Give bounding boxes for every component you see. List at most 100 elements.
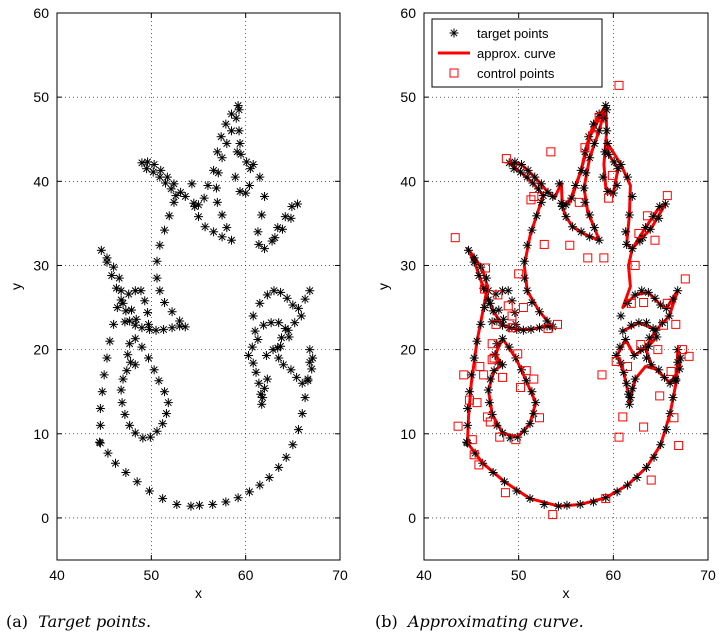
control-point	[450, 233, 460, 243]
target-point	[253, 335, 263, 345]
target-point	[286, 213, 296, 223]
control-point	[655, 391, 665, 401]
target-point	[130, 360, 140, 370]
control-point	[623, 361, 633, 371]
target-point	[498, 360, 508, 370]
y-tick-label: 10	[33, 426, 49, 442]
target-point	[260, 191, 270, 201]
target-point	[303, 376, 313, 386]
target-point	[122, 366, 132, 376]
target-point	[616, 311, 626, 321]
control-point	[482, 412, 492, 422]
target-point	[643, 341, 653, 351]
target-point	[250, 326, 260, 336]
target-point	[186, 501, 196, 511]
target-point	[464, 387, 474, 397]
target-point	[621, 227, 631, 237]
x-tick-label: 40	[416, 567, 432, 583]
target-point	[485, 298, 495, 308]
target-point	[521, 376, 531, 386]
target-point	[648, 324, 658, 334]
target-point	[518, 325, 528, 335]
target-point	[166, 184, 176, 194]
target-point	[297, 409, 307, 419]
target-point	[140, 296, 150, 306]
target-point	[280, 212, 290, 222]
target-point	[488, 306, 498, 316]
target-point	[300, 393, 310, 403]
target-point	[242, 157, 252, 167]
legend-label: target points	[477, 26, 549, 41]
target-point	[163, 398, 173, 408]
legend-swatch-control	[449, 68, 459, 78]
target-point	[621, 335, 631, 345]
control-point	[503, 301, 513, 311]
target-point	[194, 212, 203, 222]
target-point	[598, 172, 608, 182]
target-point	[255, 480, 265, 490]
target-point	[505, 433, 515, 443]
y-tick-label: 30	[33, 257, 49, 273]
target-point	[241, 188, 251, 198]
target-point	[248, 311, 258, 321]
target-point	[293, 199, 303, 209]
target-point	[513, 432, 523, 442]
control-point	[539, 239, 549, 249]
target-point	[243, 351, 253, 361]
control-point	[669, 413, 679, 423]
target-point	[509, 164, 519, 174]
target-point	[236, 149, 246, 159]
control-point	[507, 323, 517, 333]
target-point	[144, 353, 154, 363]
control-point	[597, 370, 607, 380]
target-point	[274, 318, 284, 328]
target-point	[636, 345, 646, 355]
panel-a-plot: 40 50 60 70 0 10 20 30 40 50 60 x y	[8, 5, 348, 601]
target-point	[259, 320, 269, 330]
target-point	[542, 316, 552, 326]
caption-b: (b) Approximating curve.	[375, 612, 584, 631]
target-point	[487, 409, 497, 419]
target-point	[561, 200, 571, 210]
target-point	[623, 172, 633, 182]
target-point	[233, 493, 243, 503]
target-point	[472, 336, 482, 346]
target-point	[536, 197, 546, 207]
target-point	[649, 452, 659, 462]
target-point	[145, 432, 155, 442]
target-point	[209, 227, 219, 237]
control-point	[467, 435, 477, 445]
target-point	[125, 339, 135, 349]
target-point	[498, 334, 508, 344]
target-point	[673, 345, 683, 355]
target-point	[142, 164, 152, 174]
target-point	[641, 318, 651, 328]
y-tick-label: 0	[408, 510, 416, 526]
target-point	[199, 193, 209, 203]
target-point	[463, 245, 473, 255]
target-point	[282, 293, 292, 303]
target-point	[602, 126, 612, 136]
target-point	[114, 273, 124, 283]
target-point	[288, 440, 298, 450]
caption-b-label: (b)	[375, 612, 398, 631]
target-point	[254, 378, 264, 388]
target-point	[107, 271, 117, 281]
target-point	[222, 138, 232, 148]
target-point	[576, 165, 586, 175]
target-point	[603, 138, 613, 148]
control-point	[521, 366, 531, 376]
target-point	[235, 138, 245, 148]
target-point	[469, 353, 479, 363]
target-point	[585, 232, 595, 242]
target-point	[522, 286, 532, 296]
target-point	[143, 308, 153, 318]
control-point	[514, 269, 524, 279]
target-point	[660, 199, 670, 209]
target-point	[463, 420, 473, 430]
target-point	[160, 387, 170, 397]
target-point	[644, 333, 654, 343]
target-point	[269, 286, 279, 296]
target-point	[661, 303, 671, 313]
target-point	[162, 172, 172, 182]
